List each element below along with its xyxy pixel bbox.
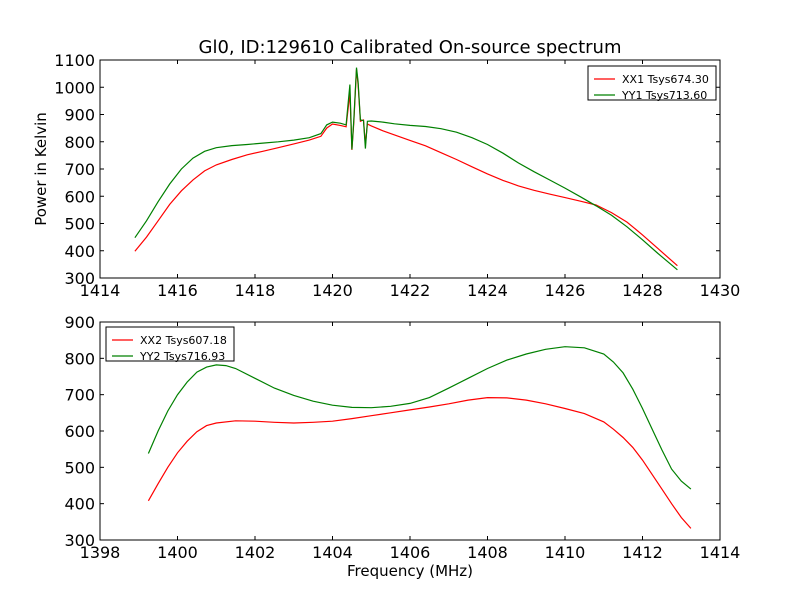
top-x-tick-label: 1426	[545, 281, 586, 300]
bottom-y-tick-label: 800	[64, 349, 95, 368]
top-x-tick-label: 1420	[312, 281, 353, 300]
top-legend-label-1: XX1 Tsys674.30	[622, 73, 709, 86]
bottom-x-tick-label: 1406	[390, 543, 431, 562]
top-x-tick-label: 1418	[235, 281, 276, 300]
bottom-plot: 1398 1400 1402 1404 1406 1408 1410 1412 1414 300 4…	[64, 313, 740, 562]
top-y-tick-label: 1000	[54, 78, 95, 97]
bottom-y-tick-label: 600	[64, 422, 95, 441]
bottom-x-tick-label: 1414	[700, 543, 741, 562]
top-x-tick-label: 1416	[157, 281, 198, 300]
top-series-line-1	[134, 69, 678, 267]
bottom-y-tick-label: 900	[64, 313, 95, 332]
top-plot: 1414 1416 1418 1420 1422 1424 1426 1428 1430 300 4…	[54, 51, 740, 300]
top-y-tick-label: 900	[64, 106, 95, 125]
bottom-x-tick-label: 1404	[312, 543, 353, 562]
top-legend: XX1 Tsys674.30 YY1 Tsys713.60	[587, 65, 717, 102]
bottom-legend-box	[105, 326, 235, 362]
top-y-tick-label: 700	[64, 160, 95, 179]
top-y-tick-label: 800	[64, 133, 95, 152]
top-y-tick-label: 300	[64, 269, 95, 288]
top-x-tick-label: 1428	[622, 281, 663, 300]
top-legend-box	[587, 65, 717, 101]
top-y-tick-label: 400	[64, 242, 95, 261]
top-x-tick-label: 1422	[390, 281, 431, 300]
top-x-tick-label: 1424	[467, 281, 508, 300]
bottom-series-line-2	[147, 346, 692, 490]
top-y-tick-label: 1100	[54, 51, 95, 70]
bottom-legend-label-1: XX2 Tsys607.18	[140, 334, 227, 347]
top-x-tick-label: 1430	[700, 281, 741, 300]
bottom-series-line-1	[147, 396, 692, 529]
bottom-y-tick-label: 400	[64, 495, 95, 514]
bottom-x-axis-label: Frequency (MHz)	[347, 562, 473, 580]
bottom-y-tick-label: 500	[64, 458, 95, 477]
bottom-y-tick-label: 300	[64, 531, 95, 550]
top-y-tick-label: 500	[64, 215, 95, 234]
top-legend-label-2: YY1 Tsys713.60	[621, 89, 707, 102]
top-y-axis-label: Power in Kelvin	[32, 112, 50, 226]
bottom-x-tick-label: 1408	[467, 543, 508, 562]
bottom-legend-label-2: YY2 Tsys716.93	[139, 350, 225, 363]
bottom-y-tick-label: 700	[64, 386, 95, 405]
top-x-tick-label: 1414	[80, 281, 121, 300]
bottom-x-tick-label: 1398	[80, 543, 121, 562]
top-y-tick-label: 600	[64, 187, 95, 206]
bottom-x-tick-label: 1400	[157, 543, 198, 562]
bottom-legend: XX2 Tsys607.18 YY2 Tsys716.93	[105, 326, 235, 363]
chart-title: Gl0, ID:129610 Calibrated On-source spec…	[199, 37, 622, 58]
bottom-x-tick-label: 1402	[235, 543, 276, 562]
top-series-line-2	[134, 67, 678, 271]
bottom-x-tick-label: 1412	[622, 543, 663, 562]
bottom-x-tick-label: 1410	[545, 543, 586, 562]
